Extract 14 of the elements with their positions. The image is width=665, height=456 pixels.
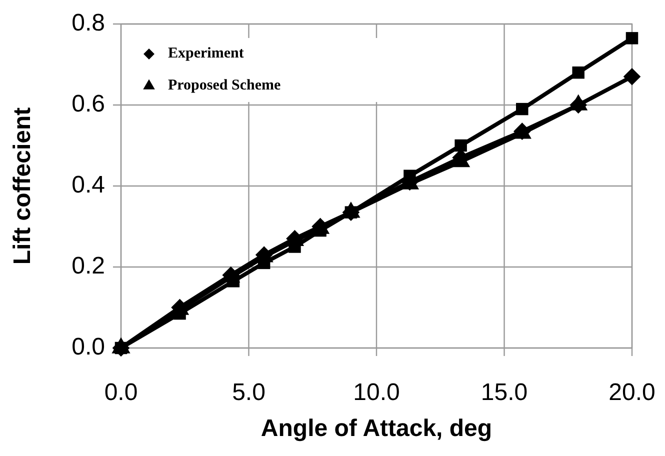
x-tick-label: 0.0 — [104, 379, 138, 406]
x-tick-label: 20.0 — [608, 379, 656, 406]
y-axis-title: Lift coffecient — [9, 107, 36, 265]
x-tick-label: 10.0 — [353, 379, 400, 406]
y-tick-label: 0.4 — [72, 171, 105, 198]
y-tick-label: 0.6 — [72, 90, 105, 118]
legend-label: Experiment — [168, 45, 244, 62]
x-tick-label: 15.0 — [480, 379, 528, 406]
y-tick-label: 0.2 — [72, 252, 105, 280]
y-tick-label: 0.0 — [72, 333, 105, 360]
x-tick-label: 5.0 — [232, 379, 266, 406]
y-tick-label: 0.8 — [72, 9, 105, 36]
x-axis-title: Angle of Attack, deg — [260, 415, 492, 442]
legend-label: Proposed Scheme — [168, 77, 281, 94]
